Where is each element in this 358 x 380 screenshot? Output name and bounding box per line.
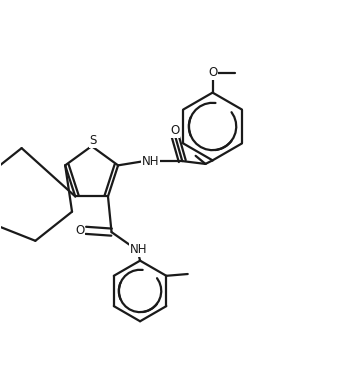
Text: O: O [76,224,85,237]
Text: O: O [208,66,217,79]
Text: S: S [90,134,97,147]
Text: NH: NH [142,155,160,168]
Text: O: O [170,124,180,137]
Text: NH: NH [130,244,147,256]
